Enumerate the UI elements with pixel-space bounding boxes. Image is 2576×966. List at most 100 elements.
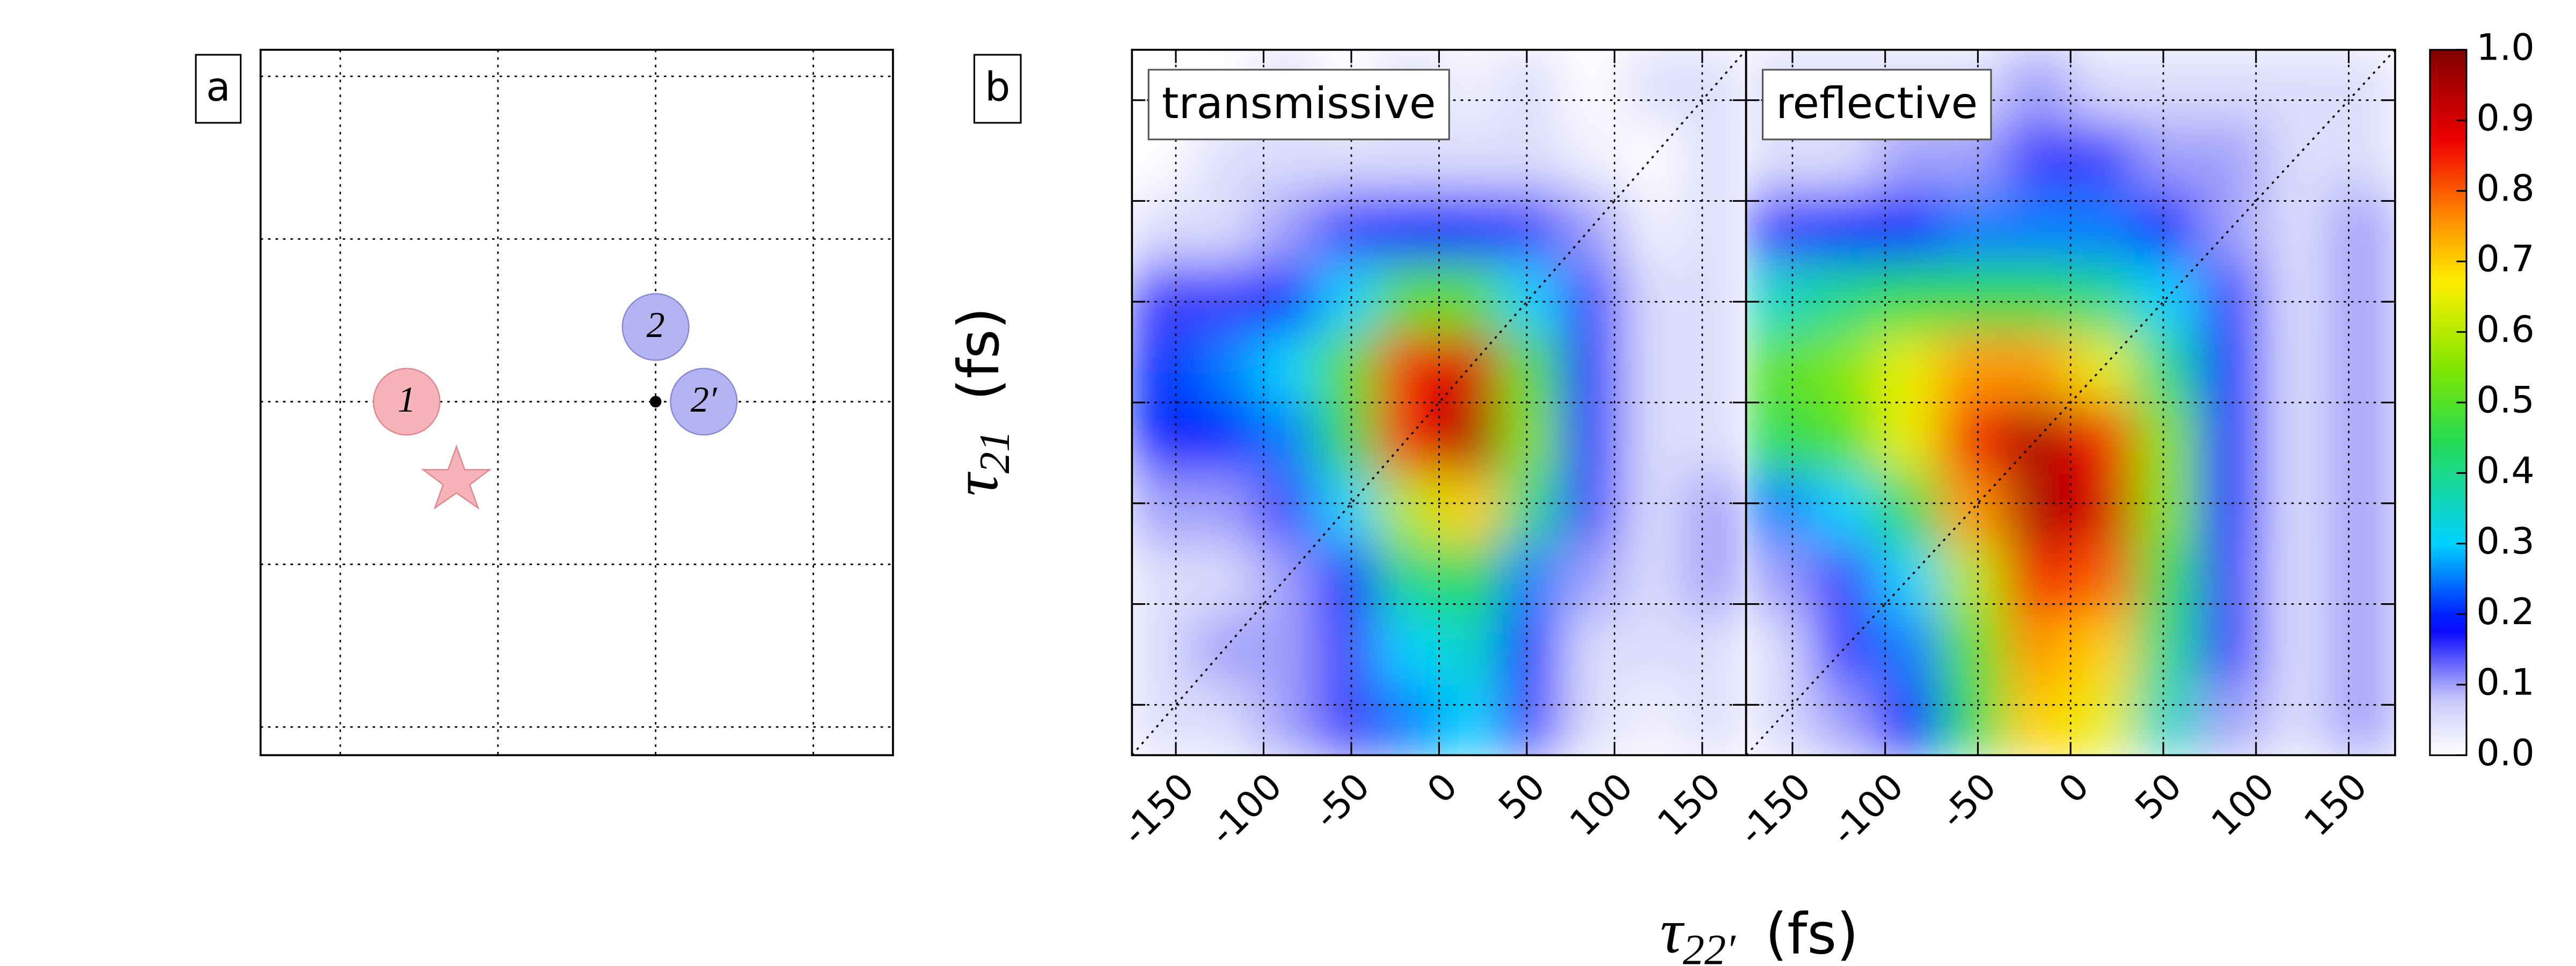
atom-2-prime [670, 368, 738, 436]
heatmap-cell [1875, 472, 1942, 545]
heatmap-cell [1622, 401, 1686, 474]
heatmap-cell [2134, 684, 2201, 756]
panel-label: a [206, 64, 230, 111]
heatmap-cell [1192, 401, 1256, 474]
x-tick-label: -100 [1202, 765, 1290, 854]
heatmap-cell [2329, 543, 2395, 615]
x-tick-label: 100 [2204, 765, 2283, 845]
heatmap-cell [1622, 260, 1686, 333]
heatmap-cell [2264, 613, 2331, 686]
x-tick-label: 0 [2051, 765, 2097, 811]
panel-label: b [985, 64, 1010, 111]
heatmap-cell [1684, 190, 1746, 262]
heatmap-cell [1315, 684, 1379, 756]
x-tick-label: -150 [1114, 765, 1203, 854]
heatmap-cell [2199, 472, 2266, 545]
heatmap-cell [1499, 49, 1563, 121]
heatmap-cell [1622, 543, 1686, 615]
heatmap-cell [1622, 190, 1686, 262]
heatmap-cell [1377, 260, 1440, 333]
heatmap-cell [2264, 331, 2331, 404]
heatmap-cell [1810, 331, 1877, 404]
colorbar-tick-label: 0.4 [2476, 450, 2534, 492]
legend-box [1147, 69, 1450, 141]
heatmap-cell [2199, 119, 2266, 192]
heatmap-cell [1561, 684, 1624, 756]
heatmap-cell [1746, 401, 1812, 474]
heatmap-cell [1622, 684, 1686, 756]
heatmap-cell [2069, 684, 2136, 756]
colorbar-tick-label: 0.8 [2476, 167, 2534, 210]
heatmap-cell [1499, 684, 1563, 756]
heatmap-cell [1315, 331, 1379, 404]
x-tick-label: -50 [1306, 765, 1378, 837]
panel-name: reflective [1776, 78, 1978, 128]
unit: (fs) [946, 307, 1012, 400]
heatmap-cell [2004, 684, 2072, 756]
heatmap-cell [1132, 613, 1195, 686]
heatmap-cell [1746, 331, 1812, 404]
point-label: 2′ [691, 379, 718, 420]
heatmap-cell [1684, 543, 1746, 615]
heatmap-cell [1684, 260, 1746, 333]
heatmap-cell [1438, 401, 1502, 474]
heatmap-cell [2004, 190, 2072, 262]
heatmap-cell [2069, 119, 2136, 192]
heatmap-cell [2004, 260, 2072, 333]
heatmap-cell [2004, 331, 2072, 404]
heatmap-cell [1940, 260, 2007, 333]
x-tick-label: 100 [1562, 765, 1642, 845]
heatmap-cell [1192, 190, 1256, 262]
heatmap-cell [1746, 613, 1812, 686]
heatmap-cell [1377, 401, 1440, 474]
heatmap-cell [1254, 472, 1318, 545]
heatmap-cell [1438, 613, 1502, 686]
heatmap-cell [1684, 119, 1746, 192]
heatmap-cell [2069, 613, 2136, 686]
colorbar-tick-label: 0.7 [2476, 238, 2534, 281]
heatmap-cell [1499, 190, 1563, 262]
x-tick-label: -50 [1933, 765, 2004, 837]
x-tick-label: -100 [1824, 765, 1912, 854]
heatmap-cell [1561, 401, 1624, 474]
heatmap-cell [1875, 613, 1942, 686]
heatmap-cell [1254, 684, 1318, 756]
label-box [195, 54, 241, 124]
heatmap-cell [2004, 49, 2072, 121]
heatmap-cell [1438, 472, 1502, 545]
heatmap-cell [1622, 331, 1686, 404]
heatmap-cell [1499, 613, 1563, 686]
heatmap-cell [2264, 684, 2331, 756]
heatmap-cell [1940, 190, 2007, 262]
x-tick-label: 50 [2127, 765, 2190, 828]
center-dot [649, 396, 662, 408]
heatmap-cell [1622, 472, 1686, 545]
heatmap-cell [1875, 331, 1942, 404]
heatmap-cell [1132, 331, 1195, 404]
heatmap-cell [1810, 472, 1877, 545]
heatmap-cell [2199, 684, 2266, 756]
heatmap-cell [1192, 260, 1256, 333]
heatmap-cell [1377, 613, 1440, 686]
heatmap-cell [1499, 119, 1563, 192]
point-label: 1 [398, 379, 416, 420]
colorbar-tick-label: 0.1 [2476, 661, 2534, 704]
symbol: τ [941, 471, 1011, 496]
heatmap-cell [2199, 401, 2266, 474]
heatmap-cell [1499, 472, 1563, 545]
panel-a: a 1 2 2′ [195, 48, 894, 757]
heatmap-cell [2069, 472, 2136, 545]
heatmap-cell [1940, 684, 2007, 756]
heatmap-cell [1499, 331, 1563, 404]
heatmap-cell [2134, 119, 2201, 192]
heatmap-cell [1810, 543, 1877, 615]
heatmap-cell [2264, 190, 2331, 262]
heatmap-cell [2264, 401, 2331, 474]
heatmap-cell [1684, 49, 1746, 121]
heatmap-cell [1875, 401, 1942, 474]
label-box [973, 54, 1022, 124]
x-tick-label: 150 [2296, 765, 2376, 845]
x-tick-label: -150 [1731, 765, 1819, 854]
heatmap-cell [2199, 543, 2266, 615]
